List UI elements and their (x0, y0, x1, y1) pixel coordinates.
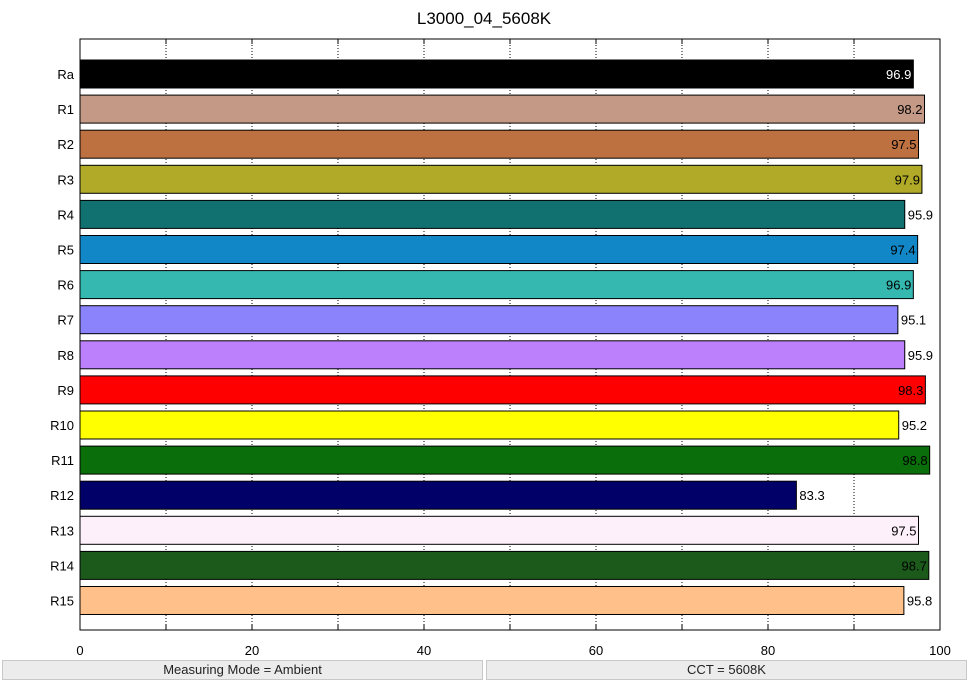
y-label-r10: R10 (50, 418, 74, 433)
y-label-r8: R8 (57, 348, 74, 363)
cct-field: CCT = 5608K (486, 660, 967, 680)
bar-r2 (79, 129, 919, 159)
y-label-ra: Ra (57, 67, 74, 82)
value-label-r3: 97.9 (895, 172, 920, 187)
bar-r9 (79, 375, 926, 405)
y-axis-labels: Ra R1 R2 R3 R4 R5 R6 R7 R8 R9 R10 R11 R12 R13 R14 R15 (50, 67, 75, 609)
y-label-r2: R2 (57, 137, 74, 152)
x-tick-label: 60 (589, 643, 603, 658)
value-label-r7: 95.1 (901, 313, 926, 328)
y-label-r1: R1 (57, 102, 74, 117)
value-label-r12: 83.3 (799, 488, 824, 503)
y-label-r15: R15 (50, 594, 74, 609)
x-tick-label: 40 (417, 643, 431, 658)
x-tick-label: 80 (761, 643, 775, 658)
value-labels: 96.9 98.2 97.5 97.9 95.9 97.4 96.9 95.1 95.9 98.3… (799, 67, 933, 609)
chart: L3000_04_5608K Ra R1 R2 R3 R4 R5 R6 R7 R8 R9 R10 R1… (50, 9, 951, 658)
bar-r1 (79, 94, 926, 124)
bar-r15 (79, 586, 905, 615)
value-label-r2: 97.5 (891, 137, 916, 152)
value-label-r5: 97.4 (890, 243, 915, 258)
y-label-r7: R7 (57, 313, 74, 328)
measuring-mode-field: Measuring Mode = Ambient (2, 660, 483, 680)
bar-r4 (79, 199, 906, 229)
y-label-r5: R5 (57, 243, 74, 258)
bar-r10 (79, 410, 900, 440)
value-label-r4: 95.9 (908, 207, 933, 222)
bar-r5 (79, 235, 919, 264)
value-label-r10: 95.2 (902, 418, 927, 433)
bar-r3 (79, 164, 923, 194)
value-label-r6: 96.9 (886, 278, 911, 293)
bar-ra (79, 59, 914, 89)
y-label-r9: R9 (57, 383, 74, 398)
y-label-r11: R11 (51, 453, 74, 468)
value-label-r13: 97.5 (891, 523, 916, 538)
bar-r6 (79, 270, 914, 300)
value-label-r9: 98.3 (898, 383, 923, 398)
value-label-r14: 98.7 (902, 558, 927, 573)
y-label-r12: R12 (50, 488, 74, 503)
value-label-r11: 98.8 (902, 453, 927, 468)
status-bar: Measuring Mode = Ambient CCT = 5608K (0, 658, 970, 683)
chart-title: L3000_04_5608K (417, 9, 552, 28)
bar-r11 (79, 445, 931, 475)
value-label-r1: 98.2 (897, 102, 922, 117)
x-tick-label: 100 (929, 643, 951, 658)
bar-r7 (79, 305, 899, 335)
bar-r13 (79, 515, 919, 545)
value-label-r15: 95.8 (907, 594, 932, 609)
y-label-r4: R4 (57, 207, 74, 222)
bar-r8 (79, 340, 906, 370)
bars (79, 59, 931, 615)
value-label-r8: 95.9 (908, 348, 933, 363)
y-label-r3: R3 (57, 172, 74, 187)
x-tick-label: 20 (245, 643, 259, 658)
y-label-r13: R13 (50, 523, 74, 538)
bar-r14 (79, 550, 930, 580)
x-axis-ticks: 0 20 40 60 80 100 (76, 643, 950, 658)
x-tick-label: 0 (76, 643, 83, 658)
y-label-r6: R6 (57, 278, 74, 293)
bar-r12 (79, 480, 797, 510)
value-label-ra: 96.9 (886, 67, 911, 82)
y-label-r14: R14 (50, 558, 74, 573)
